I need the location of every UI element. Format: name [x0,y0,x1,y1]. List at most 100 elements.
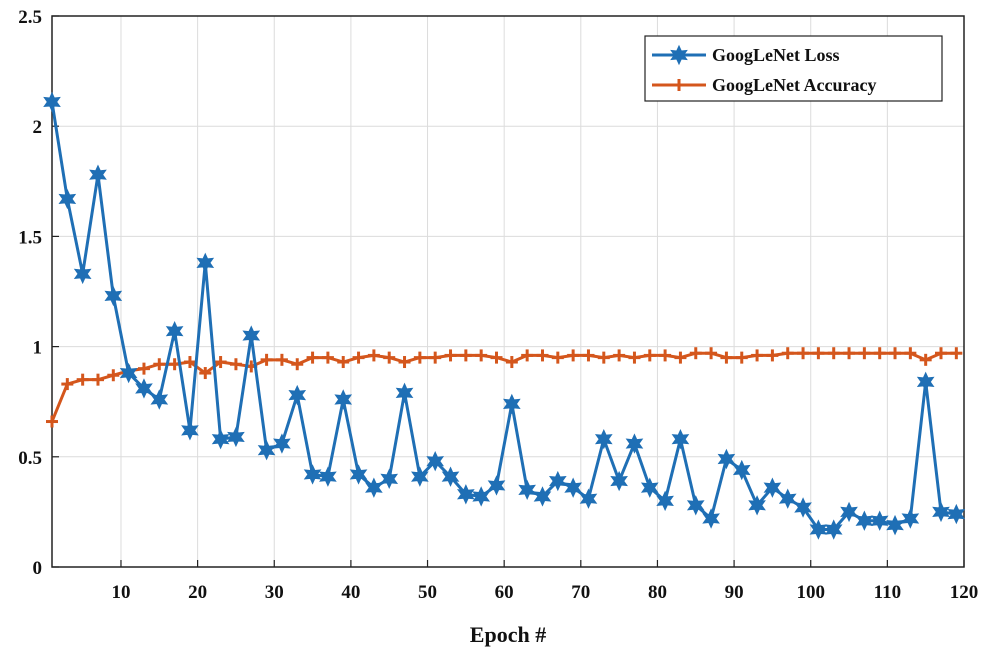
data-point [564,477,582,498]
data-point [46,415,58,428]
data-point [196,252,215,274]
data-point [827,347,840,360]
data-point [640,477,659,498]
data-point [334,389,353,410]
legend-entry-loss: GoogLeNet Loss [652,44,840,66]
data-point [303,464,322,485]
data-point [840,501,858,523]
data-point [625,433,644,454]
data-point [91,373,104,386]
data-point [594,428,613,450]
data-point [674,351,687,364]
data-point [229,358,242,371]
data-point [457,484,475,505]
y-tick-label: 2 [33,117,43,138]
data-point [104,285,123,307]
data-point [597,351,610,364]
data-point [165,320,184,342]
data-point [211,428,230,450]
data-point [720,351,733,364]
y-tick-label: 0 [33,558,43,579]
data-point [904,347,917,360]
data-point [735,351,748,364]
x-tick-label: 90 [725,582,744,603]
data-point [472,486,491,507]
x-tick-label: 40 [341,582,360,603]
data-point [352,351,365,364]
data-point [886,514,904,536]
data-point [137,362,150,375]
data-point [932,501,950,523]
data-point [349,464,368,485]
x-tick-label: 50 [418,582,437,603]
data-point [935,347,948,360]
data-point [214,356,227,369]
data-point [536,349,549,362]
data-point [398,356,411,369]
data-point [319,466,337,487]
data-point [487,475,506,496]
data-point [843,347,856,360]
data-point [490,351,503,364]
data-point [242,325,261,346]
data-point [916,371,935,393]
series-layer [43,91,966,540]
data-point [199,367,212,380]
data-point [579,488,598,509]
y-tick-label: 2.5 [18,7,42,28]
data-point [919,353,932,366]
data-point [43,91,61,113]
data-point [781,347,794,360]
data-point [778,488,797,509]
x-tick-label: 10 [111,582,130,603]
x-axis-label: Epoch # [470,622,546,647]
data-point [306,351,319,364]
data-point [273,433,291,454]
y-tick-label: 1.5 [18,227,42,248]
data-point [288,384,307,406]
data-point [107,369,120,382]
data-point [61,378,74,391]
data-point [766,349,779,362]
data-point [426,451,445,472]
series-loss [43,91,966,540]
data-point [950,347,963,360]
data-point [521,349,534,362]
legend-marker-accuracy [673,79,685,91]
data-point [475,349,488,362]
data-point [183,356,196,369]
data-point [444,349,457,362]
legend-label-accuracy: GoogLeNet Accuracy [712,75,876,95]
data-point [689,347,702,360]
data-point [413,351,426,364]
data-point [889,347,902,360]
data-point [89,164,107,185]
data-point [181,420,199,441]
x-tick-label: 20 [188,582,207,603]
data-point [58,188,77,210]
data-point [503,393,521,415]
data-point [135,378,153,399]
data-point [291,358,304,371]
x-tick-label: 100 [796,582,825,603]
series-accuracy [46,347,963,428]
data-point [337,356,350,369]
data-point [383,351,396,364]
data-point [797,347,810,360]
data-point [824,519,843,540]
x-tick-label: 30 [265,582,284,603]
data-point [260,353,273,366]
legend: GoogLeNet Loss GoogLeNet Accuracy [644,35,943,102]
data-point [582,349,595,362]
data-point [257,439,276,461]
legend-marker-loss [670,44,688,66]
data-point [153,358,166,371]
data-point [748,495,766,516]
data-point [567,349,580,362]
data-point [321,351,334,364]
data-point [227,426,245,448]
legend-box [644,35,943,102]
data-point [380,468,399,490]
